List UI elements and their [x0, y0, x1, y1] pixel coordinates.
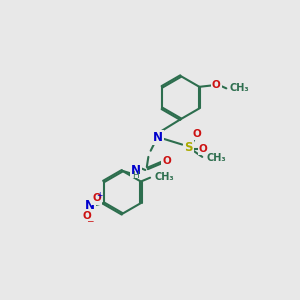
Text: O: O	[199, 144, 207, 154]
Text: S: S	[184, 141, 193, 154]
Text: O: O	[82, 211, 91, 221]
Text: O: O	[193, 129, 201, 139]
Text: O: O	[163, 156, 171, 166]
Text: O: O	[212, 80, 221, 89]
Text: H: H	[132, 171, 139, 180]
Text: N: N	[85, 199, 94, 212]
Text: CH₃: CH₃	[155, 172, 174, 182]
Text: O: O	[92, 194, 101, 203]
Text: N: N	[153, 131, 163, 144]
Text: CH₃: CH₃	[207, 153, 226, 163]
Text: N: N	[131, 164, 141, 177]
Text: +: +	[97, 191, 103, 200]
Text: CH₃: CH₃	[230, 82, 249, 93]
Text: −: −	[86, 216, 93, 225]
